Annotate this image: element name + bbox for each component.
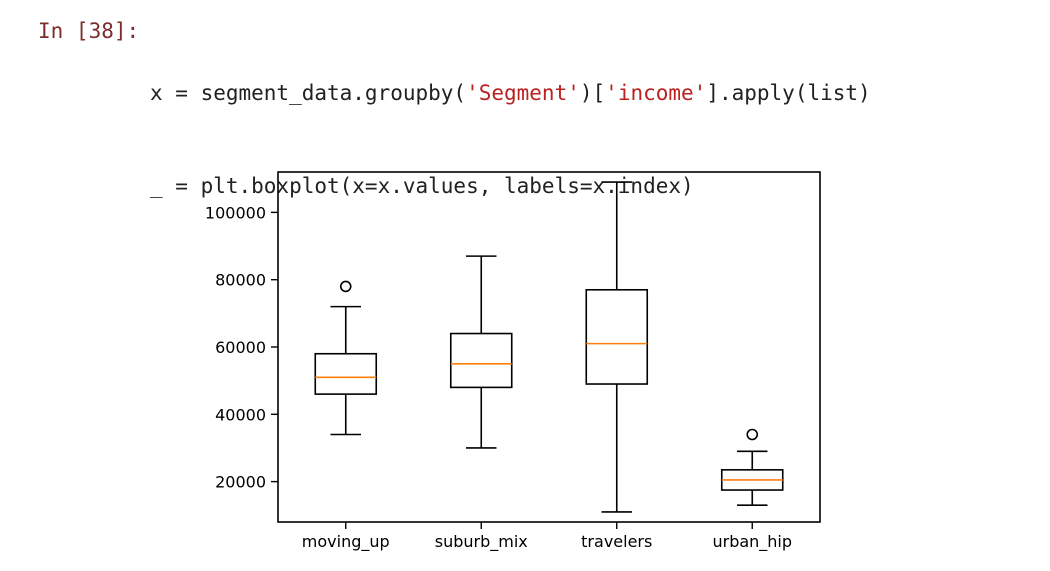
y-tick-label: 80000 — [215, 271, 266, 290]
outlier-point — [339, 280, 352, 293]
code-token: ].apply(list) — [706, 81, 871, 105]
y-tick-label: 60000 — [215, 338, 266, 357]
plot-area: 20000 40000 60000 80000 100000 moving_up subur… — [205, 171, 821, 552]
outlier-point — [746, 428, 759, 441]
x-tick-label: suburb_mix — [435, 532, 528, 552]
box-suburb_mix — [449, 332, 513, 389]
box-travelers — [585, 288, 649, 385]
code-token: )[ — [579, 81, 606, 105]
code-line-2: _ = plt.boxplot(x=x.values, labels=x.ind… — [150, 171, 871, 202]
x-tick-label: urban_hip — [712, 532, 792, 552]
code-string: 'Segment' — [466, 81, 580, 105]
code-line-1: x = segment_data.groupby('Segment')['inc… — [150, 78, 871, 109]
y-tick-label: 100000 — [205, 203, 266, 222]
x-tick-label: moving_up — [302, 532, 390, 552]
y-tick-label: 20000 — [215, 473, 266, 492]
x-tick-label: travelers — [581, 532, 652, 551]
code-string: 'income' — [605, 81, 707, 105]
y-tick-label: 40000 — [215, 405, 266, 424]
code-input[interactable]: x = segment_data.groupby('Segment')['inc… — [150, 16, 871, 264]
code-token: x = segment_data.groupby( — [150, 81, 467, 105]
box-moving_up — [314, 352, 378, 395]
code-token: _ = plt.boxplot(x=x.values, labels=x.ind… — [150, 174, 694, 198]
input-prompt: In [38]: — [38, 19, 140, 43]
